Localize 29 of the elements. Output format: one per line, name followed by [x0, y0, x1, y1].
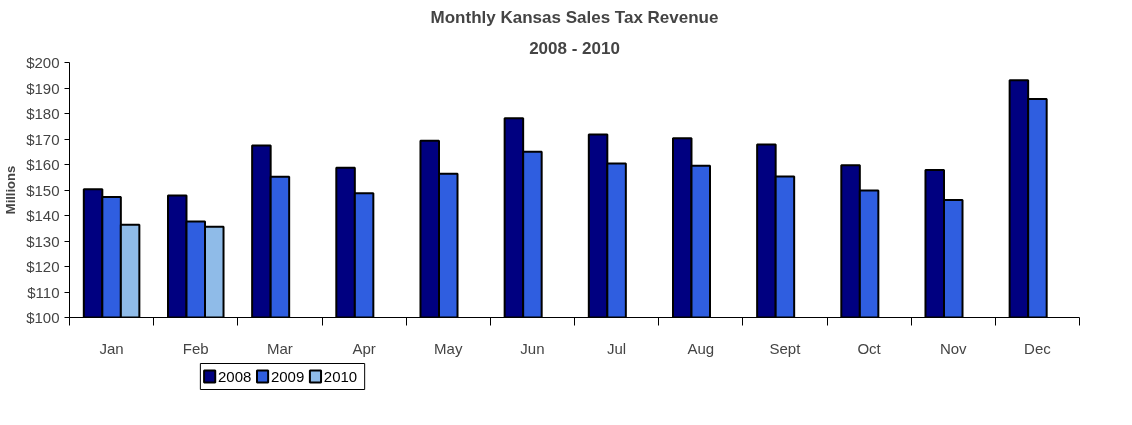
x-tick-label: Feb — [182, 339, 209, 357]
y-tick-label: $180 — [26, 105, 60, 122]
x-tick-label: Apr — [352, 339, 376, 357]
x-tick-label: Mar — [267, 339, 293, 357]
y-tick-label: $150 — [26, 181, 60, 199]
y-tick-label: $190 — [26, 79, 60, 97]
legend-label: 2009 — [270, 367, 305, 385]
y-tick-label: $170 — [26, 130, 60, 148]
x-tick-label: Nov — [939, 339, 968, 357]
y-axis-title: Millions — [3, 165, 19, 215]
legend-label: 2010 — [323, 367, 358, 385]
y-tick-label: $130 — [26, 232, 60, 250]
y-tick-label: $200 — [26, 54, 60, 71]
y-tick-label: $100 — [26, 309, 60, 326]
x-tick-label: Aug — [687, 339, 715, 357]
x-tick-label: Dec — [1024, 339, 1052, 357]
y-tick-label: $120 — [26, 258, 60, 275]
x-tick-label: Oct — [857, 339, 882, 357]
chart-title: Monthly Kansas Sales Tax Revenue — [430, 7, 719, 27]
x-tick-label: Jun — [520, 339, 545, 357]
x-tick-label: Sept — [769, 339, 802, 357]
y-tick-label: $140 — [26, 207, 60, 224]
x-tick-label: Jan — [99, 339, 124, 357]
x-tick-label: May — [434, 339, 463, 357]
y-tick-label: $110 — [27, 283, 60, 301]
chart-subtitle: 2008 - 2010 — [529, 38, 620, 58]
y-tick-label: $160 — [26, 156, 60, 173]
x-tick-label: Jul — [607, 339, 627, 357]
legend-label: 2008 — [218, 367, 252, 385]
